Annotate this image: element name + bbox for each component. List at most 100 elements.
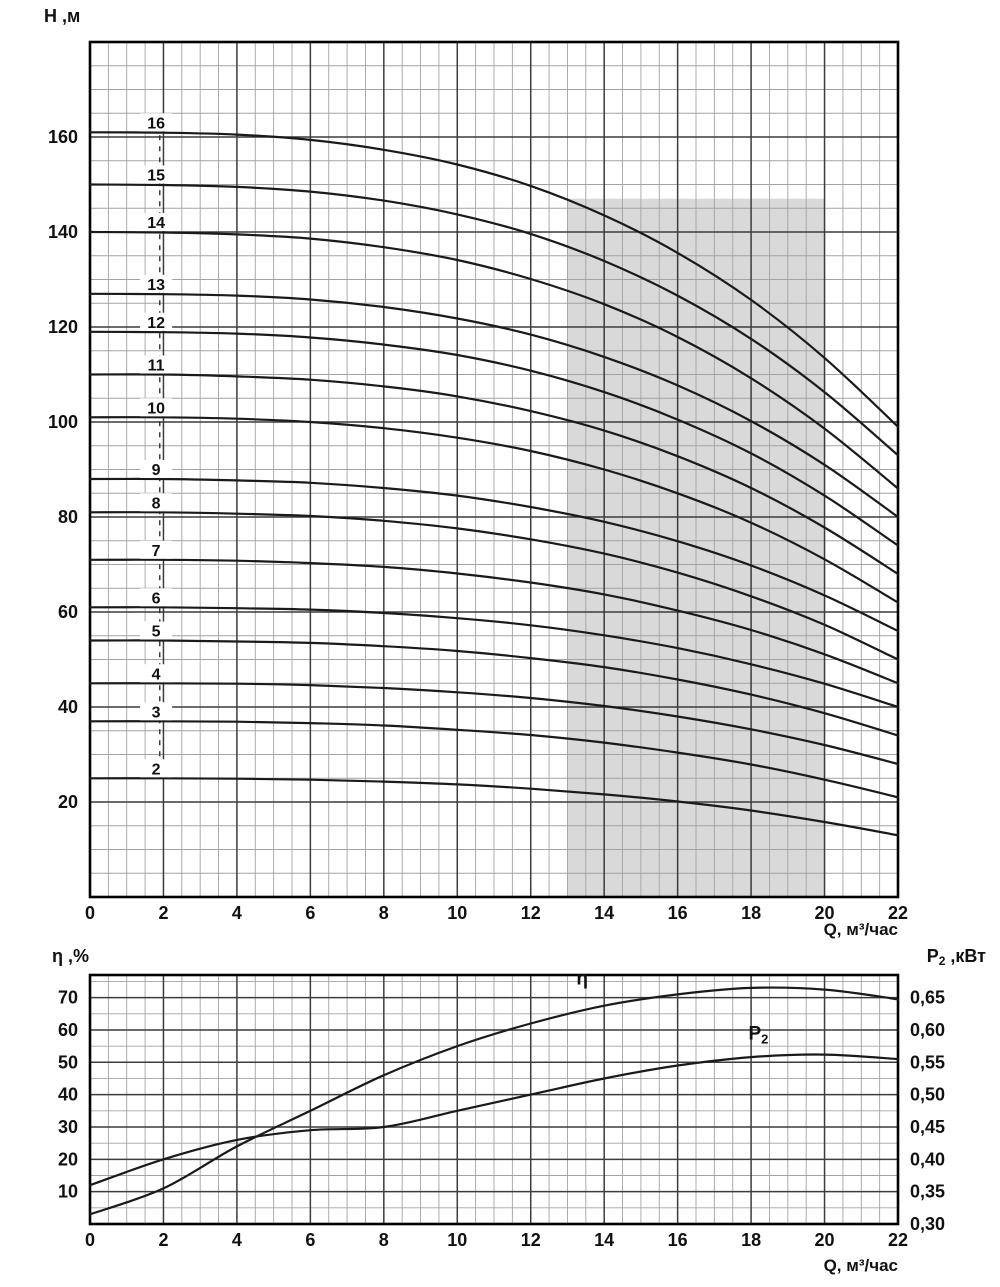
stage-label: 9 bbox=[152, 462, 161, 479]
y-right-tick-label: 0,65 bbox=[910, 988, 945, 1008]
x-tick-label: 10 bbox=[447, 903, 467, 923]
power-axis-title: P2 ,кВт bbox=[927, 946, 986, 968]
x-tick-label: 16 bbox=[668, 1230, 688, 1250]
power-axis-title-rest: ,кВт bbox=[945, 946, 986, 966]
curve-eta bbox=[88, 986, 900, 1216]
y-tick-label: 40 bbox=[58, 697, 78, 717]
p2-curve-label: P2 bbox=[748, 1024, 768, 1047]
x-tick-label: 14 bbox=[594, 1230, 614, 1250]
x-tick-label: 8 bbox=[379, 903, 389, 923]
tick-labels: 0 2 4 6 8 10 12 14 16 18 20 22 10 20 30 40 50 60 70 0,30 0,3… bbox=[58, 988, 945, 1250]
curve-p2 bbox=[88, 1053, 900, 1187]
stage-label-box bbox=[140, 759, 173, 778]
stage-label: 13 bbox=[147, 277, 165, 294]
stage-label: 2 bbox=[152, 761, 161, 778]
y-left-tick-label: 60 bbox=[58, 1020, 78, 1040]
y-tick-label: 60 bbox=[58, 602, 78, 622]
stage-label-box bbox=[140, 460, 173, 478]
stage-label-box bbox=[140, 540, 173, 559]
x-tick-label: 22 bbox=[888, 903, 908, 923]
pump-curve-13 bbox=[88, 292, 900, 519]
x-tick-label: 4 bbox=[232, 1230, 242, 1250]
stage-label-box bbox=[140, 165, 173, 184]
x-tick-label: 16 bbox=[668, 903, 688, 923]
x-tick-label: 6 bbox=[305, 903, 315, 923]
pump-curve-7 bbox=[88, 558, 900, 685]
x-tick-label: 14 bbox=[594, 903, 614, 923]
x-tick-label: 2 bbox=[158, 1230, 168, 1250]
pump-curve-5 bbox=[88, 639, 900, 737]
pump-curve-15 bbox=[88, 183, 900, 457]
pump-curve-14 bbox=[88, 230, 900, 490]
y-tick-label: 160 bbox=[48, 127, 78, 147]
y-tick-label: 140 bbox=[48, 222, 78, 242]
x-tick-label: 0 bbox=[85, 1230, 95, 1250]
x-tick-label: 12 bbox=[521, 903, 541, 923]
stage-label-box bbox=[140, 493, 173, 512]
stage-label-box bbox=[140, 588, 173, 607]
stage-label: 10 bbox=[147, 400, 165, 417]
pump-curve-3 bbox=[88, 720, 900, 799]
x-tick-label: 4 bbox=[232, 903, 242, 923]
head-curves bbox=[88, 131, 900, 837]
flow-axis-title-bottom: Q, м³/час bbox=[823, 1256, 898, 1275]
head-flow-chart: 16 15 14 13 12 11 10 9 8 7 6 5 4 3 2 0 2 4 6 8 10 12 14 16 18 20 2… bbox=[48, 40, 908, 923]
efficiency-axis-title: η ,% bbox=[52, 946, 90, 966]
pump-curve-2 bbox=[88, 777, 900, 837]
x-tick-label: 8 bbox=[379, 1230, 389, 1250]
plot-frame bbox=[88, 973, 900, 1226]
pump-curve-4 bbox=[88, 682, 900, 766]
x-tick-label: 2 bbox=[158, 903, 168, 923]
stage-label: 12 bbox=[147, 315, 165, 332]
stage-label: 11 bbox=[148, 358, 165, 375]
stage-label: 4 bbox=[152, 666, 161, 683]
y-left-tick-label: 20 bbox=[58, 1149, 78, 1169]
y-right-tick-label: 0,55 bbox=[910, 1052, 945, 1072]
stage-label: 7 bbox=[152, 543, 161, 560]
pump-curve-9 bbox=[88, 477, 900, 633]
stage-label: 8 bbox=[152, 495, 161, 512]
stage-label: 6 bbox=[152, 590, 161, 607]
y-left-tick-label: 40 bbox=[58, 1085, 78, 1105]
y-right-tick-label: 0,45 bbox=[910, 1117, 945, 1137]
y-right-tick-label: 0,30 bbox=[910, 1214, 945, 1234]
stage-label-box bbox=[140, 398, 173, 417]
grid bbox=[90, 42, 898, 897]
pump-curve-8 bbox=[88, 511, 900, 661]
x-tick-label: 20 bbox=[815, 903, 835, 923]
stage-label-box bbox=[140, 312, 173, 331]
flow-axis-title-top: Q, м³/час bbox=[823, 920, 898, 939]
y-right-tick-label: 0,40 bbox=[910, 1149, 945, 1169]
y-tick-label: 120 bbox=[48, 317, 78, 337]
y-right-tick-label: 0,35 bbox=[910, 1182, 945, 1202]
y-right-tick-label: 0,60 bbox=[910, 1020, 945, 1040]
plot-frame bbox=[88, 40, 900, 899]
stage-label: 16 bbox=[147, 115, 165, 132]
efficiency-power-chart: η P2 0 2 4 6 8 10 12 14 16 18 20 22 10 20 30 40 50 60 70 0,30… bbox=[0, 945, 1000, 1287]
stage-label-box bbox=[140, 664, 173, 683]
stage-label-box bbox=[140, 355, 173, 374]
efficiency-power-chart-svg: η P2 0 2 4 6 8 10 12 14 16 18 20 22 10 20 30 40 50 60 70 0,30… bbox=[58, 969, 945, 1250]
stage-label: 5 bbox=[152, 624, 161, 641]
power-axis-title-main: P bbox=[926, 946, 939, 966]
x-tick-label: 22 bbox=[888, 1230, 908, 1250]
stage-label: 3 bbox=[152, 704, 161, 721]
power-axis-title-sub: 2 bbox=[938, 954, 946, 968]
eta-curve-label: η bbox=[576, 969, 588, 990]
y-right-tick-label: 0,50 bbox=[910, 1085, 945, 1105]
y-left-tick-label: 30 bbox=[58, 1117, 78, 1137]
stage-labels: 16 15 14 13 12 11 10 9 8 7 6 5 4 3 2 bbox=[140, 113, 173, 778]
x-tick-label: 12 bbox=[521, 1230, 541, 1250]
pump-curve-6 bbox=[88, 606, 900, 709]
stage-label-box bbox=[140, 702, 173, 721]
y-left-tick-label: 50 bbox=[58, 1052, 78, 1072]
x-tick-label: 10 bbox=[447, 1230, 467, 1250]
stage-label-box bbox=[140, 113, 173, 132]
y-tick-label: 100 bbox=[48, 412, 78, 432]
x-tick-label: 0 bbox=[85, 903, 95, 923]
tick-labels: 0 2 4 6 8 10 12 14 16 18 20 22 20 40 60 80 100 120 140 160 bbox=[48, 127, 908, 923]
stage-label: 14 bbox=[147, 215, 165, 232]
head-axis-title: H ,м bbox=[44, 6, 81, 26]
